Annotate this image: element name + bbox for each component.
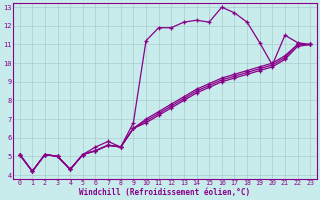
- X-axis label: Windchill (Refroidissement éolien,°C): Windchill (Refroidissement éolien,°C): [79, 188, 251, 197]
